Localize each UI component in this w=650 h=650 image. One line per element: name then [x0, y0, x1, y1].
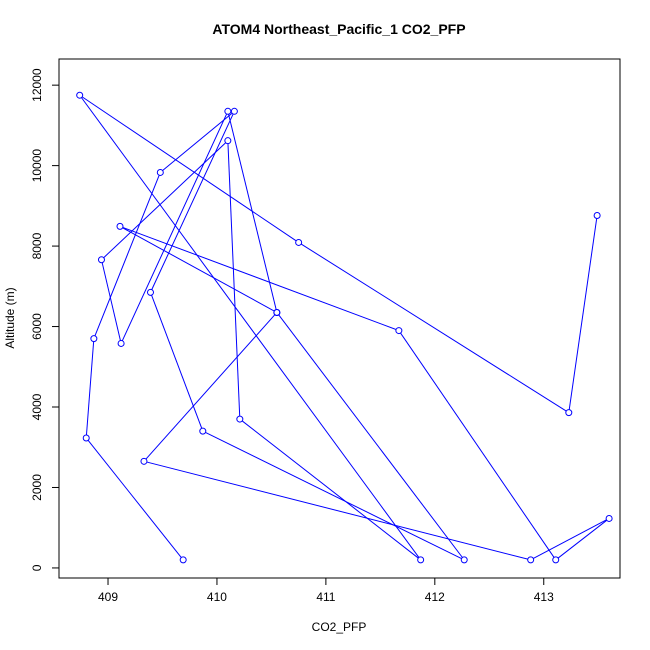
series-segment	[146, 461, 528, 560]
y-tick-label: 12000	[30, 68, 44, 102]
data-point	[90, 335, 98, 343]
data-point	[156, 168, 164, 176]
data-point	[417, 556, 425, 564]
series-segment	[151, 113, 234, 290]
data-point	[82, 434, 90, 442]
x-tick-label: 411	[316, 590, 335, 604]
series-segment	[122, 227, 275, 312]
y-tick-label: 4000	[30, 393, 44, 420]
data-point	[552, 556, 560, 564]
series-segment	[85, 341, 95, 436]
data-point	[199, 427, 207, 435]
series-segment	[94, 175, 160, 337]
x-tick-label: 413	[534, 590, 554, 604]
y-axis-label: Altitude (m)	[3, 287, 17, 348]
x-tick-label: 410	[207, 590, 227, 604]
data-point	[230, 107, 238, 115]
data-point	[295, 238, 303, 246]
series-segment	[278, 314, 463, 558]
data-point	[236, 415, 244, 423]
data-point	[76, 91, 84, 99]
series-segment	[121, 113, 228, 341]
series-segment	[227, 143, 241, 417]
series-segment	[205, 432, 462, 560]
series-segment	[122, 226, 397, 330]
series-segment	[557, 519, 608, 559]
series-segment	[568, 218, 598, 410]
y-tick-label: 0	[30, 564, 44, 571]
x-tick-label: 412	[425, 590, 445, 604]
data-point	[527, 556, 535, 564]
series-segment	[241, 420, 419, 559]
series-line	[81, 96, 608, 560]
series-segment	[162, 112, 233, 171]
data-point	[147, 288, 155, 296]
series-segment	[145, 314, 276, 460]
data-point	[140, 457, 148, 465]
data-point	[117, 339, 125, 347]
series-segment	[81, 97, 420, 558]
data-point	[273, 308, 281, 316]
series-segment	[533, 519, 607, 559]
data-point	[565, 409, 573, 417]
data-point	[460, 556, 468, 564]
chart-title: ATOM4 Northeast_Pacific_1 CO2_PFP	[212, 21, 465, 37]
data-point	[605, 514, 613, 522]
data-point	[395, 327, 403, 335]
series-segment	[81, 96, 297, 242]
x-axis: 409 410 411 412 413	[98, 577, 554, 604]
series-segment	[101, 262, 121, 341]
data-point	[97, 256, 105, 264]
series-segment	[103, 142, 227, 259]
y-tick-label: 8000	[30, 232, 44, 259]
series-points	[76, 91, 613, 564]
y-tick-label: 10000	[30, 149, 44, 183]
y-tick-label: 2000	[30, 474, 44, 501]
data-point	[224, 107, 232, 115]
series-segment	[87, 440, 182, 558]
series-segment	[400, 332, 555, 558]
data-point	[116, 222, 124, 230]
data-point	[179, 556, 187, 564]
series-segment	[300, 243, 567, 412]
x-tick-label: 409	[98, 590, 118, 604]
y-axis: 0 2000 4000 6000 8000 10000 12000	[30, 68, 60, 571]
data-point	[224, 137, 232, 145]
y-tick-label: 6000	[30, 313, 44, 340]
x-axis-label: CO2_PFP	[312, 620, 367, 634]
data-point	[593, 212, 601, 220]
